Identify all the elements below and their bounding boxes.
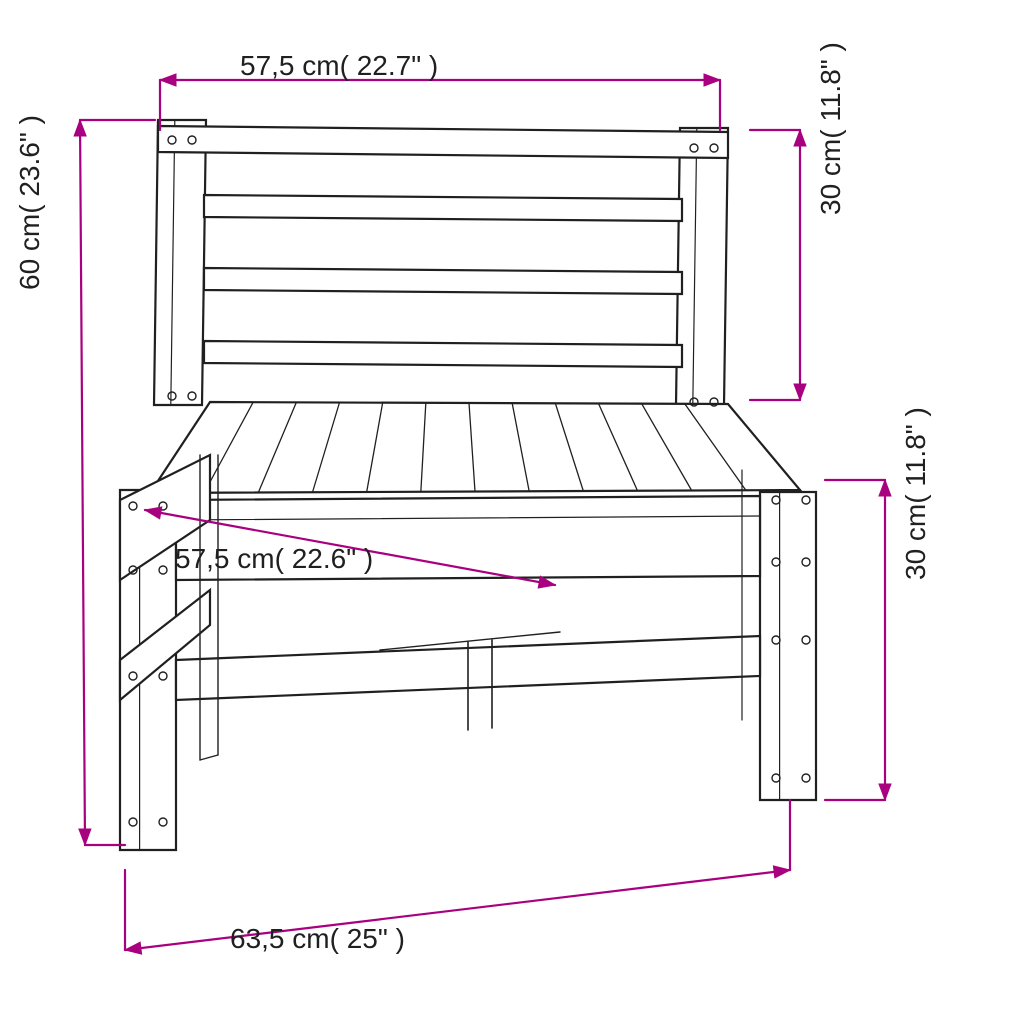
dim-back-height: 30 cm( 11.8" ) — [815, 42, 847, 215]
dim-total-height: 60 cm( 23.6" ) — [14, 115, 46, 290]
dim-seat-height: 30 cm( 11.8" ) — [900, 407, 932, 580]
dim-base-width: 63,5 cm( 25" ) — [230, 923, 405, 955]
diagram-stage: 57,5 cm( 22.7" ) 30 cm( 11.8" ) 60 cm( 2… — [0, 0, 1024, 1024]
dim-seat-depth: 57,5 cm( 22.6" ) — [175, 543, 373, 575]
line-drawing-svg — [0, 0, 1024, 1024]
dim-top-width: 57,5 cm( 22.7" ) — [240, 50, 438, 82]
